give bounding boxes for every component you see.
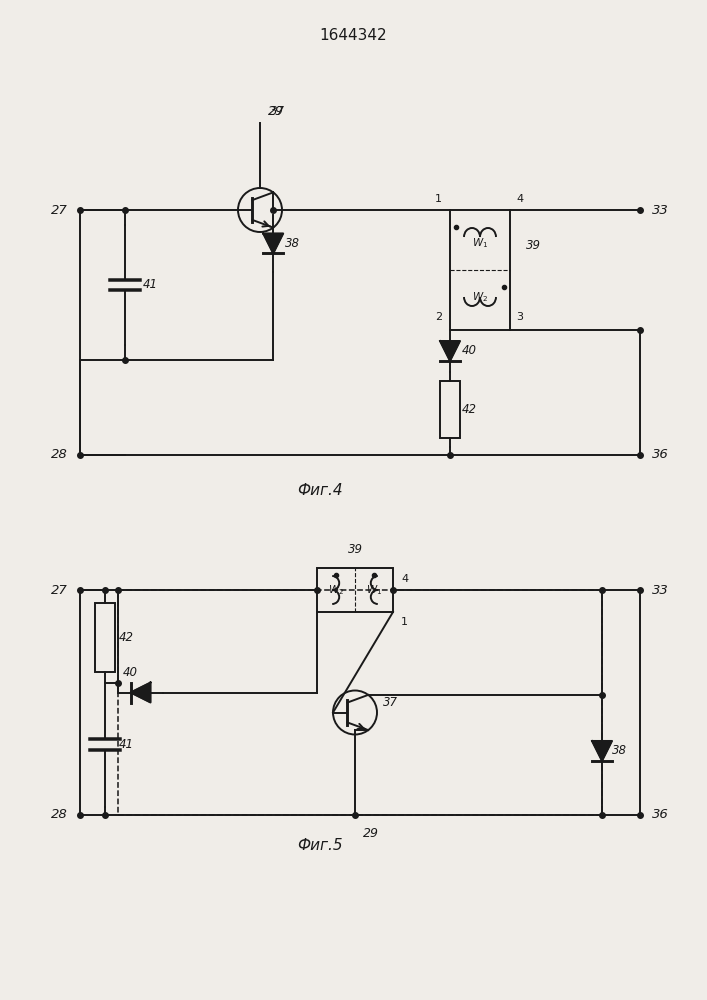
Text: 33: 33	[652, 204, 669, 217]
Text: $W_1$: $W_1$	[366, 583, 382, 597]
Text: 33: 33	[652, 584, 669, 596]
Text: 1644342: 1644342	[319, 27, 387, 42]
Text: 28: 28	[51, 808, 68, 822]
Text: $W_2$: $W_2$	[328, 583, 344, 597]
Text: 41: 41	[119, 738, 134, 751]
Bar	[118, 590, 602, 815]
Text: 38: 38	[285, 237, 300, 250]
Text: 4: 4	[516, 194, 523, 204]
Text: 29: 29	[363, 827, 379, 840]
Text: 40: 40	[123, 666, 138, 678]
Text: 40: 40	[462, 344, 477, 357]
Polygon shape	[263, 233, 284, 253]
Text: 29: 29	[268, 105, 284, 118]
Text: 42: 42	[462, 403, 477, 416]
Text: 37: 37	[270, 105, 285, 118]
Text: 39: 39	[348, 543, 363, 556]
Bar	[95, 603, 115, 672]
Text: 42: 42	[119, 631, 134, 644]
Text: Фиг.5: Фиг.5	[297, 838, 343, 852]
Text: Фиг.4: Фиг.4	[297, 483, 343, 498]
Text: 3: 3	[516, 312, 523, 322]
Text: 2: 2	[435, 312, 442, 322]
Text: 38: 38	[612, 744, 627, 757]
Text: 4: 4	[401, 574, 408, 584]
Text: 27: 27	[51, 584, 68, 596]
Polygon shape	[440, 341, 460, 361]
Text: 1: 1	[401, 617, 408, 627]
Polygon shape	[592, 741, 612, 761]
Text: 1: 1	[435, 194, 442, 204]
Text: 39: 39	[526, 239, 541, 252]
Text: 27: 27	[51, 204, 68, 217]
Bar	[440, 381, 460, 438]
Text: $W_2$: $W_2$	[472, 290, 488, 304]
Text: $W_1$: $W_1$	[472, 236, 488, 250]
Polygon shape	[131, 682, 151, 703]
Bar	[450, 210, 510, 330]
Text: 28: 28	[51, 448, 68, 462]
Text: 36: 36	[652, 808, 669, 822]
Bar	[317, 568, 393, 612]
Text: 41: 41	[143, 278, 158, 292]
Text: 37: 37	[383, 696, 398, 709]
Text: 36: 36	[652, 448, 669, 462]
